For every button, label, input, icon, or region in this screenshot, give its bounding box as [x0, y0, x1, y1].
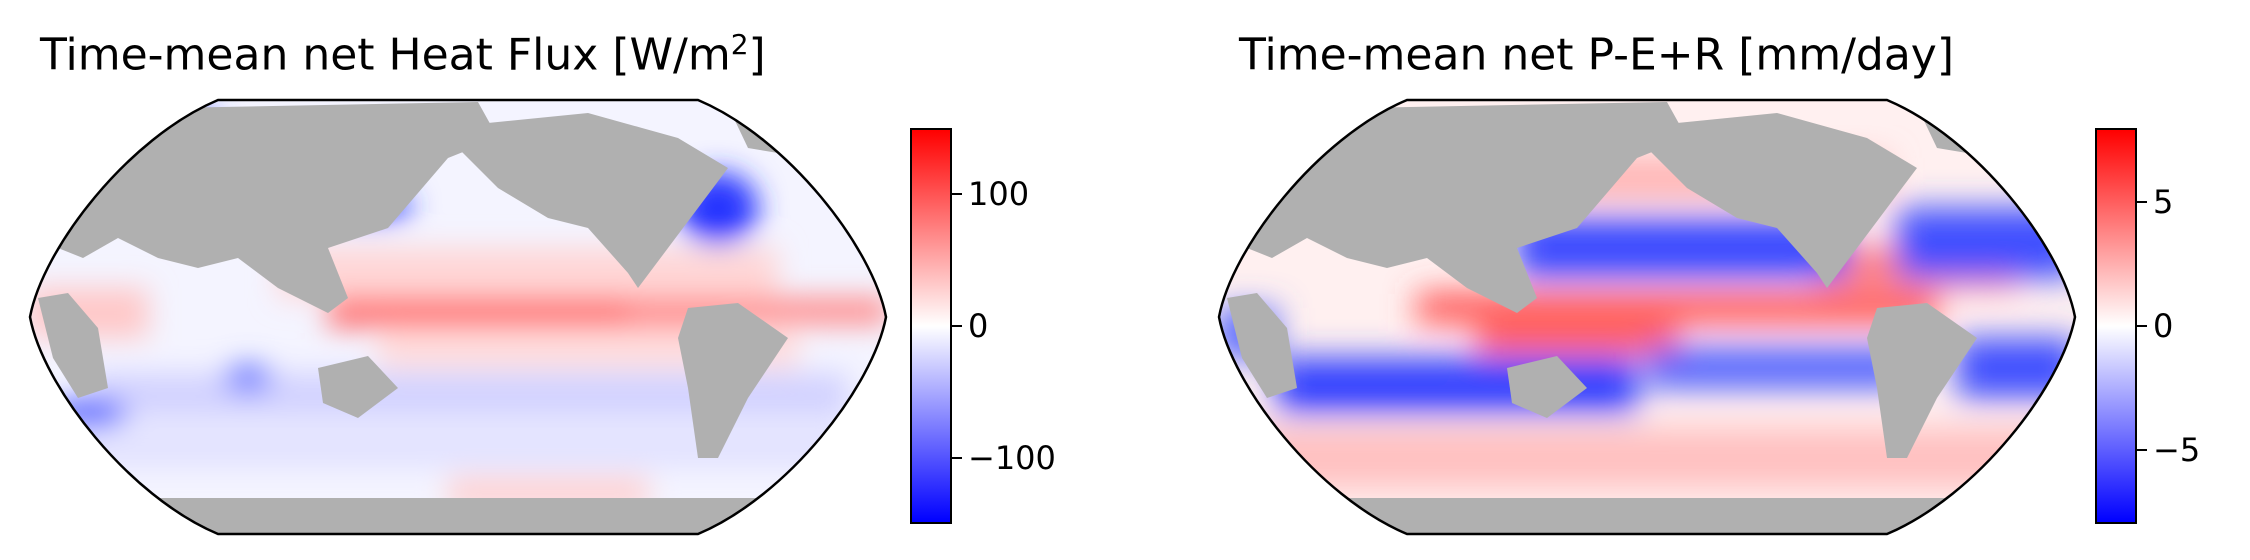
- pmer-panel: Time-mean net P-E+R [mm/day]: [1125, 0, 2250, 560]
- colorbar-tick: [2135, 325, 2147, 327]
- colorbar-tick-label: 0: [968, 307, 989, 345]
- pmer-colorbar: [2095, 128, 2137, 524]
- colorbar-tick-label: 5: [2153, 183, 2174, 222]
- heat-flux-map: [28, 98, 888, 536]
- heat-flux-panel: Time-mean net Heat Flux [W/m2]: [28, 28, 1056, 536]
- colorbar-tick: [950, 457, 962, 459]
- pmer-title-main: Time-mean net P-E+R [mm/day]: [1239, 29, 1954, 81]
- pmer-title: Time-mean net P-E+R [mm/day]: [1239, 28, 1954, 81]
- colorbar-tick: [950, 325, 962, 327]
- colorbar-tick: [2135, 448, 2147, 451]
- colorbar-tick: [2135, 201, 2147, 204]
- pmer-map: [1217, 98, 2077, 536]
- colorbar-tick-label: −5: [2153, 430, 2201, 469]
- heat-flux-title-sup: 2: [730, 28, 749, 61]
- colorbar-tick-label: −100: [968, 439, 1056, 477]
- colorbar-tick-label: 0: [2153, 307, 2174, 345]
- colorbar-tick: [950, 193, 962, 195]
- heat-flux-title: Time-mean net Heat Flux [W/m2]: [40, 28, 766, 81]
- heat-flux-title-main: Time-mean net Heat Flux [W/m: [40, 29, 731, 81]
- heat-flux-title-end: ]: [748, 29, 766, 81]
- colorbar-tick-label: 100: [968, 175, 1030, 213]
- heat-flux-colorbar: [910, 128, 952, 524]
